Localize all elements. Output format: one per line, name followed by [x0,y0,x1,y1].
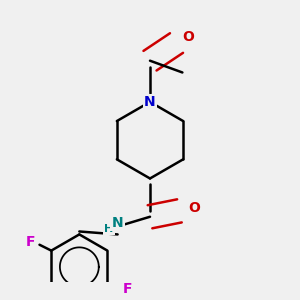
Text: F: F [123,282,133,296]
Text: N: N [112,216,123,230]
Text: H: H [104,224,113,233]
Text: F: F [26,235,35,249]
Text: N: N [144,95,156,109]
Text: O: O [182,30,194,44]
Text: O: O [188,201,200,215]
